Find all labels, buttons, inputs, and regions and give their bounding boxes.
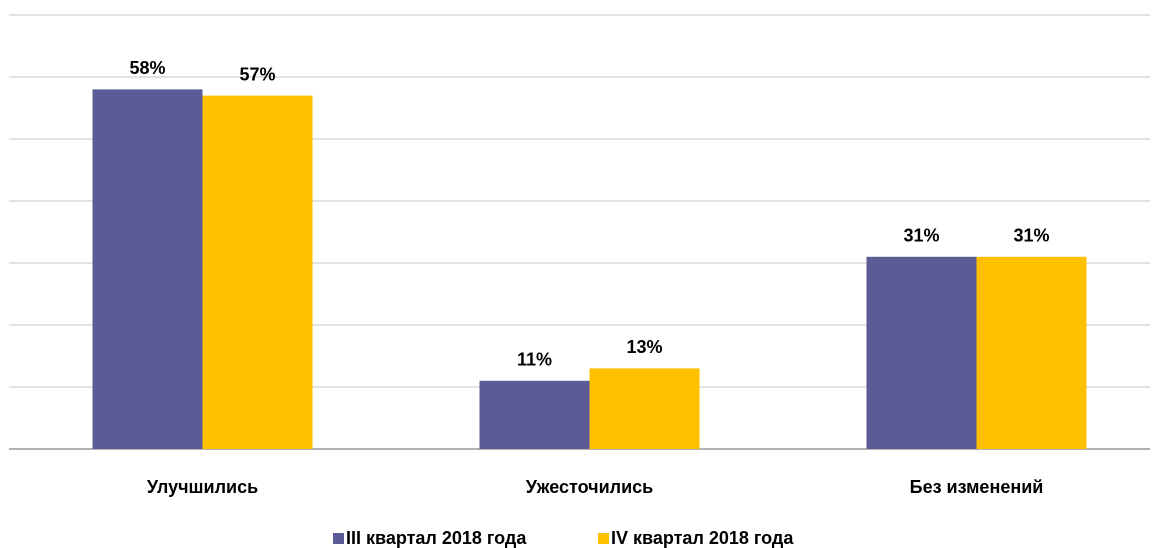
x-tick-label: Без изменений: [910, 477, 1044, 497]
bar: [866, 256, 977, 449]
data-label: 11%: [517, 350, 552, 370]
data-label: 58%: [129, 58, 165, 78]
data-label: 31%: [903, 226, 939, 246]
data-label: 31%: [1013, 226, 1049, 246]
legend-label: IV квартал 2018 года: [611, 528, 794, 548]
bar: [92, 89, 203, 450]
data-label: 13%: [626, 337, 662, 357]
legend-swatch: [333, 533, 344, 544]
x-tick-label: Ужесточились: [526, 477, 654, 497]
legend-label: III квартал 2018 года: [346, 528, 527, 548]
bar: [479, 380, 590, 449]
legend-swatch: [598, 533, 609, 544]
bar: [589, 368, 700, 449]
data-label: 57%: [239, 64, 275, 84]
x-tick-label: Улучшились: [147, 477, 258, 497]
bar: [976, 256, 1087, 449]
bar: [202, 95, 313, 449]
